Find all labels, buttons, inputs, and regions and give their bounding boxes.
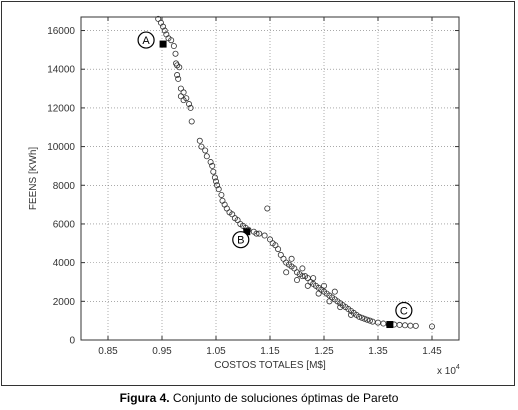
- pareto-scatter-chart: 0.85 0.95 1.05 1.15 1.25 1.35 1.45 0 2000 4000 600…: [28, 15, 460, 377]
- point-label-circle: [137, 31, 155, 49]
- point-label-circle: [232, 231, 250, 249]
- data-point: [261, 232, 268, 239]
- data-point: [347, 311, 354, 318]
- data-point: [212, 178, 219, 185]
- data-point: [210, 168, 217, 175]
- x-tick-label: 1.25: [314, 346, 334, 357]
- y-tick-label: 0: [69, 336, 75, 347]
- data-point: [264, 205, 271, 212]
- data-point: [168, 37, 175, 44]
- data-point: [183, 95, 190, 102]
- data-point: [361, 315, 368, 322]
- data-point: [401, 322, 408, 329]
- data-point: [310, 275, 317, 282]
- data-point: [203, 153, 210, 160]
- data-point: [198, 143, 205, 150]
- highlighted-point-a: [159, 40, 167, 48]
- point-label-b: B: [237, 235, 244, 247]
- data-point: [176, 64, 183, 71]
- data-point: [211, 174, 218, 181]
- data-point: [299, 265, 306, 272]
- data-point: [315, 290, 322, 297]
- y-tick-label: 12000: [47, 103, 75, 114]
- data-point: [172, 50, 179, 57]
- point-label-c: C: [400, 306, 408, 318]
- data-point: [207, 159, 214, 166]
- grid-lines: [81, 17, 459, 340]
- data-point: [299, 273, 306, 280]
- caption-text: Conjunto de soluciones óptimas de Pareto: [169, 391, 399, 405]
- data-point: [407, 322, 414, 329]
- data-point: [331, 288, 338, 295]
- highlighted-solutions: A B C: [137, 31, 413, 329]
- data-point: [320, 282, 327, 289]
- point-label-a: A: [142, 35, 150, 47]
- data-point: [337, 304, 344, 311]
- highlighted-point-b: [243, 228, 251, 236]
- x-tick-label: 1.15: [260, 346, 280, 357]
- y-tick-label: 14000: [47, 65, 75, 76]
- data-point: [358, 314, 365, 321]
- data-point: [185, 101, 192, 108]
- data-point: [174, 72, 181, 79]
- y-tick-label: 8000: [53, 181, 76, 192]
- data-point: [412, 322, 419, 329]
- data-point: [293, 277, 300, 284]
- data-point: [364, 316, 371, 323]
- data-point: [161, 27, 168, 34]
- data-point: [209, 162, 216, 169]
- axis-ticks: 0.85 0.95 1.05 1.15 1.25 1.35 1.45 0 2000 4000 600…: [47, 17, 459, 357]
- data-point: [380, 320, 387, 327]
- caption-label: Figura 4.: [119, 391, 170, 405]
- data-point: [215, 186, 222, 193]
- data-point: [396, 321, 403, 328]
- data-point: [253, 230, 260, 237]
- figure-caption: Figura 4. Conjunto de soluciones óptimas…: [0, 391, 518, 405]
- x-tick-label: 1.05: [206, 346, 226, 357]
- data-point: [428, 323, 435, 330]
- data-point: [187, 104, 194, 111]
- data-point: [288, 255, 295, 262]
- highlighted-point-c: [386, 321, 394, 329]
- x-tick-label: 1.45: [422, 346, 442, 357]
- y-tick-label: 16000: [47, 26, 75, 37]
- x-tick-label: 0.85: [98, 346, 118, 357]
- data-point: [366, 317, 373, 324]
- data-point: [170, 43, 177, 50]
- data-point: [304, 282, 311, 289]
- x-axis-label: COSTOS TOTALES [M$]: [214, 360, 326, 371]
- point-label-circle: [395, 301, 413, 320]
- y-tick-label: 10000: [47, 142, 75, 153]
- data-point: [188, 118, 195, 125]
- data-point: [326, 298, 333, 305]
- data-point: [160, 23, 167, 30]
- y-tick-label: 4000: [53, 258, 76, 269]
- x-multiplier-base: x 10: [437, 366, 456, 377]
- x-axis-multiplier: x 104: [437, 364, 460, 377]
- data-point: [256, 230, 263, 237]
- data-point: [196, 137, 203, 144]
- figure-frame: 0.85 0.95 1.05 1.15 1.25 1.35 1.45 0 2000 4000 600…: [1, 1, 515, 386]
- data-point: [275, 246, 282, 253]
- y-axis-label: FEENS [KWh]: [28, 147, 39, 211]
- data-point: [218, 191, 225, 198]
- x-tick-label: 0.95: [152, 346, 172, 357]
- data-point: [175, 75, 182, 82]
- y-tick-label: 2000: [53, 297, 76, 308]
- data-point: [202, 147, 209, 154]
- data-point: [214, 182, 221, 189]
- y-tick-label: 6000: [53, 219, 76, 230]
- data-point: [283, 269, 290, 276]
- data-point: [356, 313, 363, 320]
- data-points: [155, 15, 435, 330]
- x-multiplier-exponent: 4: [456, 364, 460, 371]
- x-tick-label: 1.35: [368, 346, 388, 357]
